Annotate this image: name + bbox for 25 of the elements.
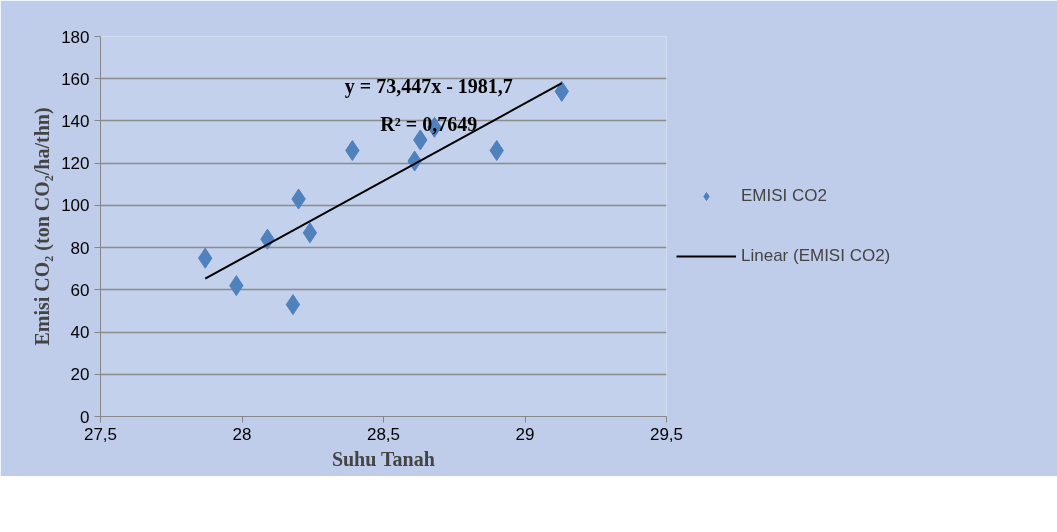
point xyxy=(345,140,360,161)
legend-label: EMISI CO2 xyxy=(741,186,827,206)
y-tick-label: 180 xyxy=(61,27,90,47)
y-tick-label: 80 xyxy=(70,238,90,258)
x-tick-label: 28,5 xyxy=(366,424,401,444)
y-tick-label: 20 xyxy=(70,365,90,385)
y-tick-label: 0 xyxy=(80,407,90,427)
y-tick-label: 120 xyxy=(61,154,90,174)
y-tick-label: 140 xyxy=(61,111,90,131)
point xyxy=(489,140,504,161)
x-tick-label: 29 xyxy=(515,424,535,444)
x-tick-label: 27,5 xyxy=(83,424,118,444)
annotation: y = 73,447x - 1981,7 xyxy=(344,75,513,99)
annotation: R² = 0,7649 xyxy=(380,113,478,136)
point xyxy=(285,294,301,316)
x-tick-label: 29,5 xyxy=(649,424,684,444)
y-tick-label: 100 xyxy=(61,196,90,216)
y-tick-label: 40 xyxy=(70,323,90,343)
y-tick-label: 60 xyxy=(70,280,90,300)
y-tick-label: 160 xyxy=(61,69,90,89)
x-axis-title: Suhu Tanah xyxy=(331,447,435,470)
x-tick-label: 28 xyxy=(232,424,252,444)
y-axis-title: Emisi CO₂ (ton CO₂/ha/thn) xyxy=(31,107,55,346)
legend-label: Linear (EMISI CO2) xyxy=(741,246,891,266)
point xyxy=(302,222,318,244)
